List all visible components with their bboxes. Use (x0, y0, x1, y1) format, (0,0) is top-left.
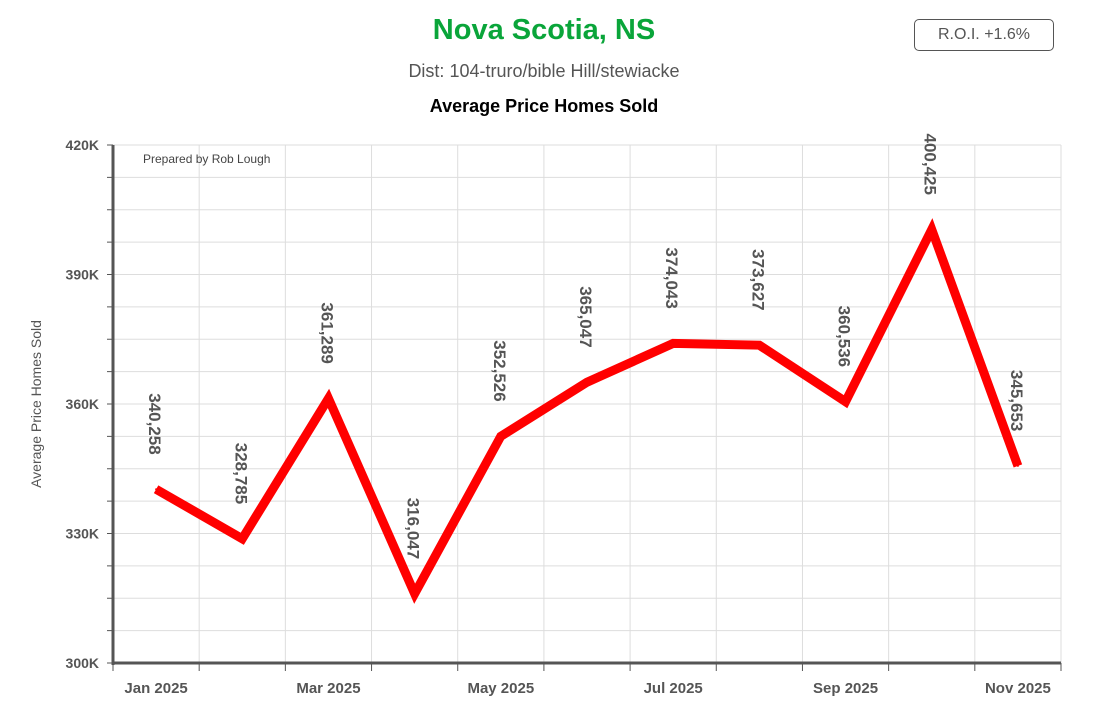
prepared-by-note: Prepared by Rob Lough (143, 152, 270, 166)
y-tick-label: 330K (66, 526, 99, 542)
data-point (413, 592, 416, 595)
y-axis-label: Average Price Homes Sold (28, 320, 44, 488)
data-label: 365,047 (576, 286, 595, 347)
data-point (1016, 464, 1019, 467)
data-point (241, 537, 244, 540)
data-point (758, 344, 761, 347)
district-subtitle: Dist: 104-truro/bible Hill/stewiacke (408, 61, 680, 81)
x-tick-label: Sep 2025 (813, 680, 878, 697)
data-label: 400,425 (921, 133, 940, 194)
x-tick-label: Jan 2025 (124, 680, 187, 697)
data-label: 345,653 (1007, 370, 1026, 431)
data-label: 316,047 (404, 498, 423, 559)
y-tick-label: 300K (66, 655, 99, 671)
y-tick-label: 360K (66, 396, 99, 412)
data-point (930, 228, 933, 231)
x-tick-label: Jul 2025 (644, 680, 703, 697)
roi-badge[interactable]: R.O.I. +1.6% (914, 19, 1054, 51)
x-tick-label: May 2025 (467, 680, 534, 697)
data-label: 340,258 (145, 393, 164, 454)
x-tick-label: Mar 2025 (296, 680, 360, 697)
data-point (586, 381, 588, 384)
data-label: 361,289 (317, 302, 336, 363)
data-point (672, 342, 675, 345)
y-tick-label: 420K (66, 137, 99, 153)
y-tick-label: 390K (66, 267, 99, 283)
data-point (499, 435, 502, 438)
chart-title: Average Price Homes Sold (429, 96, 659, 116)
data-label: 328,785 (231, 443, 250, 504)
data-label: 360,536 (835, 306, 854, 367)
data-point (844, 400, 847, 403)
data-label: 352,526 (490, 340, 509, 401)
data-label: 373,627 (748, 249, 767, 310)
data-label: 374,043 (662, 247, 681, 308)
chart-title-region: Nova Scotia, NS (432, 14, 656, 46)
x-tick-label: Nov 2025 (985, 680, 1051, 697)
data-point (155, 488, 158, 491)
data-point (327, 397, 330, 400)
